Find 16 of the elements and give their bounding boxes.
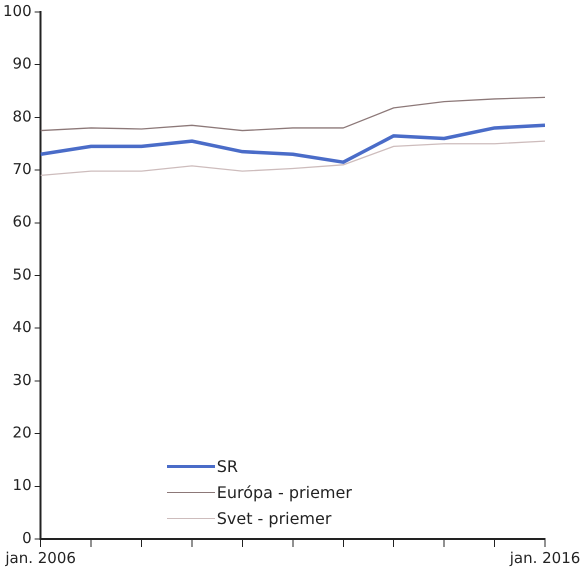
y-tick-label: 80 bbox=[12, 107, 32, 126]
legend-label: Svet - priemer bbox=[216, 508, 332, 528]
y-tick-label: 20 bbox=[12, 423, 32, 442]
y-tick-label: 30 bbox=[12, 370, 32, 389]
y-tick-label: 90 bbox=[12, 54, 32, 73]
y-tick-label: 70 bbox=[12, 160, 32, 178]
legend-label: SR bbox=[216, 456, 238, 476]
x-tick-label: jan. 2006 bbox=[4, 548, 76, 567]
y-tick-label: 50 bbox=[12, 265, 32, 284]
legend-label: Európa - priemer bbox=[216, 482, 352, 502]
y-tick-label: 10 bbox=[12, 476, 32, 494]
y-tick-label: 0 bbox=[22, 528, 32, 547]
y-tick-label: 40 bbox=[12, 318, 32, 336]
y-tick-label: 100 bbox=[2, 2, 32, 20]
y-tick-label: 60 bbox=[12, 212, 32, 231]
x-tick-label: jan. 2016 bbox=[508, 548, 580, 567]
